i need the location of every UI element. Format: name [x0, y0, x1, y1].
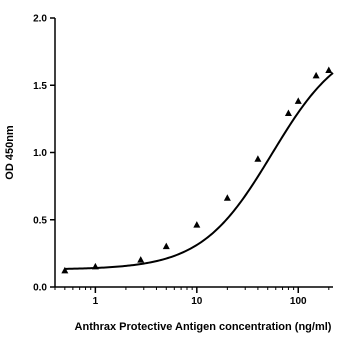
x-axis-title: Anthrax Protective Antigen concentration…	[75, 321, 332, 333]
data-point	[294, 97, 302, 104]
y-tick-label: 1.0	[33, 148, 47, 159]
y-tick-label: 0.5	[33, 215, 47, 226]
y-ticks: 0.0 0.5 1.0 1.5 2.0	[33, 14, 55, 294]
x-ticks: 1 10 100	[54, 287, 330, 307]
x-tick-label: 100	[290, 296, 307, 307]
data-point	[193, 221, 201, 228]
data-point	[254, 155, 262, 162]
y-tick-label: 1.5	[33, 81, 47, 92]
data-point	[284, 109, 292, 116]
y-axis-title: OD 450nm	[4, 125, 16, 180]
data-point	[137, 256, 145, 263]
y-tick-label: 0.0	[33, 283, 47, 294]
data-point	[91, 262, 99, 270]
data-point	[61, 266, 69, 274]
data-point	[312, 71, 320, 79]
data-points	[61, 66, 333, 274]
x-tick-label: 10	[191, 296, 203, 307]
x-tick-label: 1	[93, 296, 99, 307]
data-point	[223, 194, 231, 201]
fit-curve	[65, 72, 334, 270]
y-tick-label: 2.0	[33, 14, 47, 25]
data-point	[162, 242, 170, 250]
data-point	[325, 66, 333, 73]
